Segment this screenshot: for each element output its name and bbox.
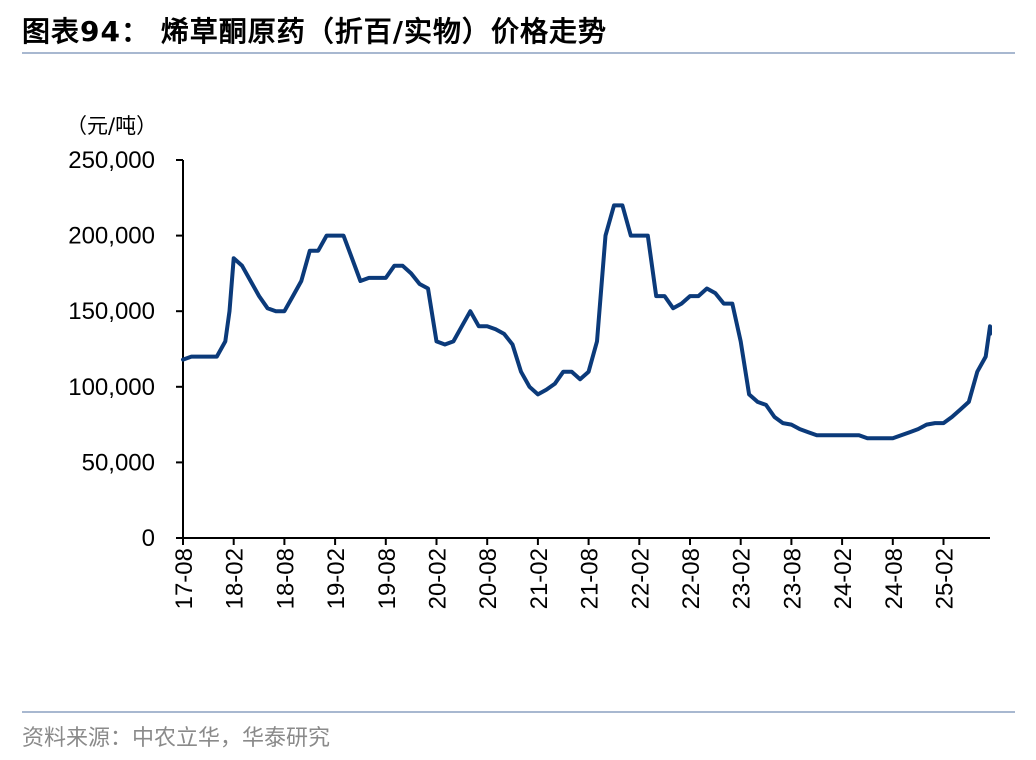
x-tick-label: 19-02 xyxy=(323,548,350,609)
x-tick-label: 24-02 xyxy=(830,548,857,609)
x-tick-label: 21-02 xyxy=(526,548,553,609)
x-tick-label: 24-08 xyxy=(881,548,908,609)
page-title: 图表94： 烯草酮原药（折百/实物）价格走势 xyxy=(22,15,607,48)
x-ticks: 17-08 18-02 18-08 19-02 19-08 20-02 20-08 21-02… xyxy=(171,538,959,609)
x-tick-label: 20-08 xyxy=(475,548,502,609)
x-tick-label: 20-02 xyxy=(425,548,452,609)
x-tick-label: 21-08 xyxy=(577,548,604,609)
y-tick-label: 200,000 xyxy=(68,223,155,250)
x-tick-label: 18-02 xyxy=(222,548,249,609)
source-note: 资料来源：中农立华，华泰研究 xyxy=(22,726,331,751)
x-tick-label: 23-02 xyxy=(729,548,756,609)
y-ticks: 250,000 200,000 150,000 100,000 50,000 0 xyxy=(68,147,183,552)
y-tick-label: 250,000 xyxy=(68,147,155,174)
source-rule xyxy=(22,711,1015,713)
x-tick-label: 22-08 xyxy=(678,548,705,609)
x-tick-label: 19-08 xyxy=(374,548,401,609)
y-tick-label: 50,000 xyxy=(82,449,155,476)
x-tick-label: 17-08 xyxy=(171,548,198,609)
y-tick-label: 100,000 xyxy=(68,374,155,401)
title-rule xyxy=(22,52,1015,54)
y-tick-label: 150,000 xyxy=(68,298,155,325)
x-tick-label: 22-02 xyxy=(627,548,654,609)
price-series-line xyxy=(181,203,992,441)
y-tick-label: 0 xyxy=(142,525,155,552)
x-tick-label: 25-02 xyxy=(932,548,959,609)
x-tick-label: 18-08 xyxy=(272,548,299,609)
y-unit-label: （元/吨） xyxy=(66,114,157,138)
x-tick-label: 23-08 xyxy=(779,548,806,609)
